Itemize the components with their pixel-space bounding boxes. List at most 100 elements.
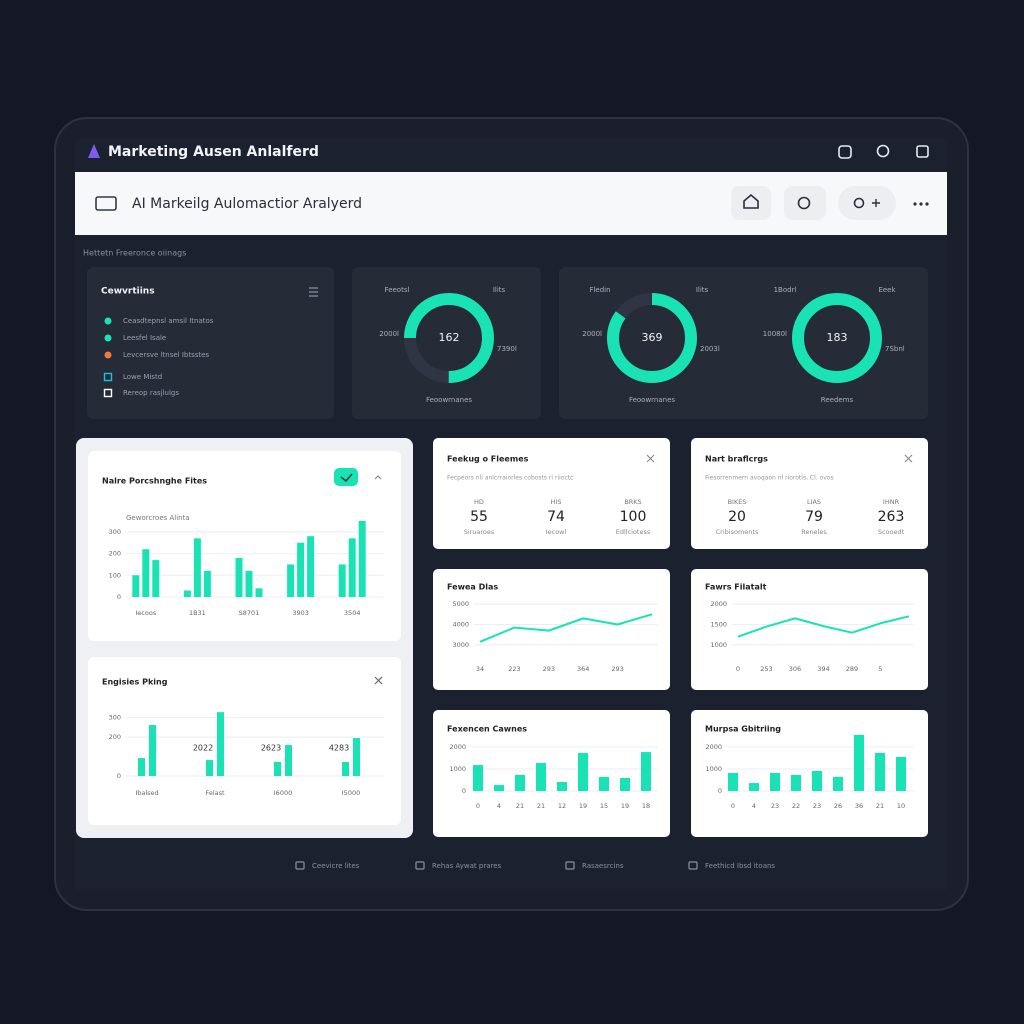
menu-icon[interactable]: [95, 196, 117, 211]
bullet-icon: [103, 372, 113, 382]
icon-button[interactable]: [838, 145, 852, 159]
bullet-icon: [104, 351, 112, 359]
y-tick-label: 0: [462, 787, 466, 795]
y-tick-label: 2000: [710, 600, 727, 608]
bar: [578, 752, 588, 791]
bar: [641, 752, 651, 791]
x-tick-label: 0: [476, 802, 480, 810]
bar: [770, 772, 780, 791]
donut-label: 2000l: [379, 330, 399, 338]
stat-value: 263: [878, 509, 905, 525]
footer-icon: [415, 861, 425, 870]
bar: [149, 725, 156, 776]
stat-caption: Cribisoments: [716, 528, 759, 536]
donut-arc: [404, 293, 494, 383]
chart-subtitle: Geworcroes Alinta: [126, 514, 190, 522]
stat-caption: Iecowl: [546, 528, 567, 536]
donut-label: Ilits: [696, 286, 709, 294]
card: [352, 267, 541, 419]
bar: [494, 785, 504, 791]
list-item: Leesfel Isale: [123, 334, 166, 342]
donut-label: 2003l: [700, 345, 720, 353]
card-title: Feekug o Fleemes: [447, 455, 529, 464]
stat-label: BIKES: [728, 498, 747, 506]
x-tick-label: 394: [817, 665, 829, 673]
logo: [88, 144, 100, 158]
donut-label: Ilits: [493, 286, 506, 294]
bar: [536, 763, 546, 791]
x-tick-label: 3903: [292, 609, 309, 617]
list-item: Lowe Mistd: [123, 373, 162, 381]
stat-value: 74: [547, 509, 565, 525]
bar: [132, 575, 140, 597]
bar: [515, 774, 525, 791]
x-tick-label: I6000: [274, 789, 292, 797]
window-button[interactable]: [916, 145, 929, 158]
donut-label: 2000l: [582, 330, 602, 338]
bar: [728, 772, 738, 791]
home-button[interactable]: [731, 186, 771, 220]
list-item: Rereop rasjlulgs: [123, 389, 179, 397]
footer-icon: [565, 861, 575, 870]
menu-icon[interactable]: [309, 287, 318, 297]
bar: [791, 774, 801, 791]
card: [88, 657, 401, 825]
card-title: Nalre Porcshnghe Fites: [102, 477, 207, 486]
stat-label: IHNR: [883, 498, 900, 506]
bar: [338, 564, 346, 597]
x-tick-label: 18: [642, 802, 650, 810]
donut-label: 7390l: [497, 345, 517, 353]
y-tick-label: 1000: [449, 765, 466, 773]
search-button[interactable]: [784, 186, 826, 220]
donut-caption: Feoowrnanes: [426, 396, 472, 404]
y-tick-label: 5000: [452, 600, 469, 608]
close-button[interactable]: [374, 676, 383, 685]
x-tick-label: 1B31: [189, 609, 206, 617]
card-title: Fexencen Cawnes: [447, 725, 527, 734]
more-button[interactable]: [913, 202, 929, 206]
close-button[interactable]: [904, 454, 913, 463]
card-title: Fewea Dlas: [447, 583, 498, 592]
bar: [274, 761, 281, 776]
x-tick-label: 26: [834, 802, 842, 810]
y-tick-label: 200: [109, 550, 121, 558]
x-tick-label: 5: [878, 665, 882, 673]
card-subtitle: Fiesorrenmern avoqaon nl riorotls, Cl. o…: [705, 475, 834, 482]
home-icon: [743, 193, 759, 209]
bar: [307, 536, 315, 597]
bar: [206, 760, 213, 776]
search-pill[interactable]: [838, 186, 896, 220]
bar: [138, 758, 145, 776]
y-tick-label: 1000: [710, 641, 727, 649]
card: [691, 569, 928, 690]
close-button[interactable]: [646, 454, 655, 463]
x-tick-label: 289: [846, 665, 858, 673]
stat-caption: Scooedt: [878, 528, 905, 536]
x-tick-label: 0: [736, 665, 740, 673]
bar: [348, 538, 356, 597]
x-tick-label: 3504: [344, 609, 361, 617]
stat-label: BRKS: [624, 498, 641, 506]
card: [87, 267, 334, 419]
x-tick-label: 21: [876, 802, 884, 810]
search-icon: [853, 197, 865, 209]
donut-label: Eeek: [878, 286, 896, 294]
bullet-icon: [103, 388, 113, 398]
footer-icon: [688, 861, 698, 870]
chevron[interactable]: [374, 475, 382, 480]
annotation: 2623: [261, 744, 281, 753]
y-tick-label: 300: [109, 714, 121, 722]
y-tick-label: 1000: [705, 765, 722, 773]
donut-label: Feeotsl: [385, 286, 410, 294]
x-tick-label: 36: [855, 802, 863, 810]
bar: [599, 776, 609, 791]
y-tick-label: 0: [718, 787, 722, 795]
card: [433, 710, 670, 837]
stat-value: 55: [470, 509, 488, 525]
x-tick-label: 23: [813, 802, 821, 810]
search-button[interactable]: [876, 144, 890, 158]
x-tick-label: 12: [558, 802, 566, 810]
toggle[interactable]: [334, 468, 358, 486]
stat-value: 20: [728, 509, 746, 525]
